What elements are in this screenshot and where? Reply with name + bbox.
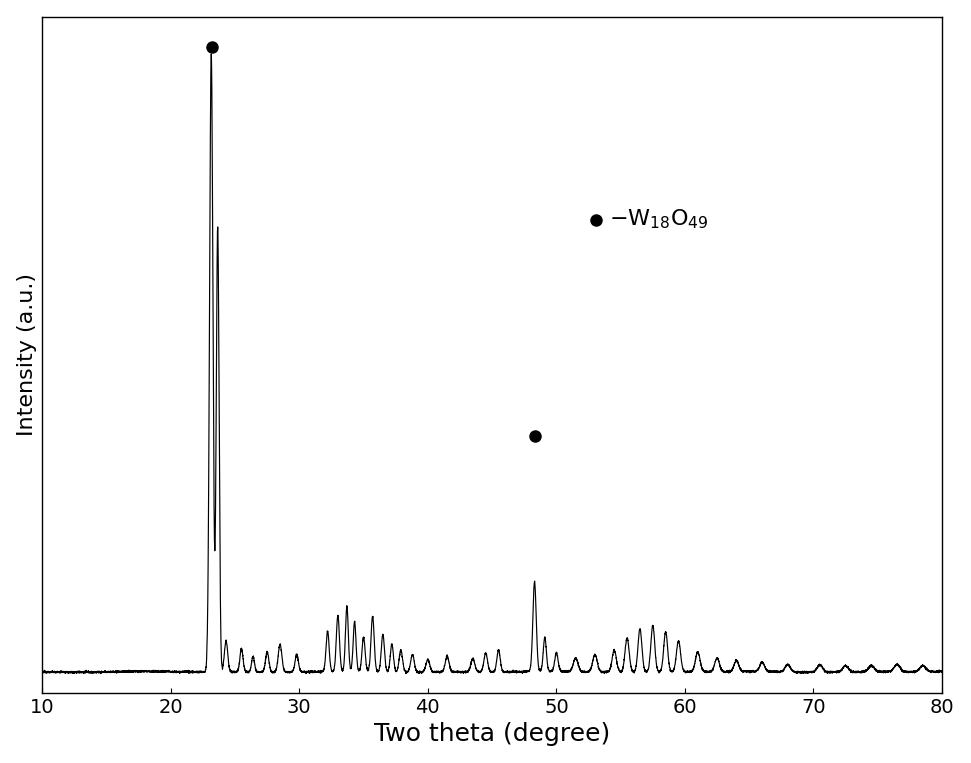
X-axis label: Two theta (degree): Two theta (degree) <box>374 723 610 746</box>
Y-axis label: Intensity (a.u.): Intensity (a.u.) <box>17 273 37 436</box>
Text: $-$W$_{18}$O$_{49}$: $-$W$_{18}$O$_{49}$ <box>609 208 709 231</box>
